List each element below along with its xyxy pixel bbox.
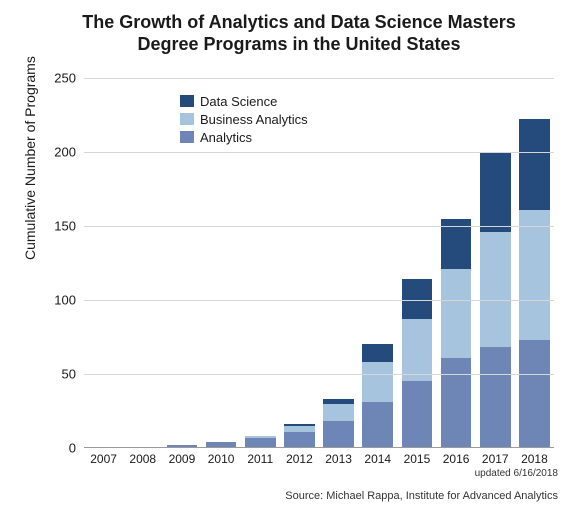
bar-segment-analytics <box>480 347 511 448</box>
bar-2016: 2016 <box>441 78 472 448</box>
bar-segment-business_analytics <box>402 319 433 381</box>
grid-line <box>84 300 554 301</box>
x-tick-label: 2008 <box>127 448 158 466</box>
bar-segment-analytics <box>323 421 354 448</box>
bar-2018: 2018 <box>519 78 550 448</box>
x-axis-line <box>84 447 554 448</box>
x-tick-label: 2007 <box>88 448 119 466</box>
x-tick-label: 2012 <box>284 448 315 466</box>
x-tick-label: 2015 <box>402 448 433 466</box>
x-tick-label: 2010 <box>206 448 237 466</box>
x-tick-label: 2011 <box>245 448 276 466</box>
x-tick-label: 2014 <box>362 448 393 466</box>
bar-segment-data_science <box>519 119 550 209</box>
grid-line <box>84 374 554 375</box>
bar-2008: 2008 <box>127 78 158 448</box>
x-tick-label: 2016 <box>441 448 472 466</box>
legend-label: Data Science <box>200 94 277 109</box>
chart-title-line2: Degree Programs in the United States <box>40 34 558 56</box>
legend-swatch <box>180 113 194 125</box>
y-tick-label: 200 <box>54 145 84 160</box>
bar-segment-analytics <box>362 402 393 448</box>
bars-container: 2007200820092010201120122013201420152016… <box>84 78 554 448</box>
bar-segment-analytics <box>284 432 315 448</box>
bar-2017: 2017 <box>480 78 511 448</box>
legend-swatch <box>180 95 194 107</box>
x-tick-label: 2013 <box>323 448 354 466</box>
legend-item-business_analytics: Business Analytics <box>180 110 308 128</box>
y-axis-label: Cumulative Number of Programs <box>22 56 38 260</box>
bar-segment-data_science <box>323 399 354 403</box>
y-tick-label: 150 <box>54 219 84 234</box>
source-text: Source: Michael Rappa, Institute for Adv… <box>285 490 558 502</box>
bar-segment-business_analytics <box>519 210 550 340</box>
bar-segment-data_science <box>480 153 511 231</box>
x-tick-label: 2018 <box>519 448 550 466</box>
bar-segment-business_analytics <box>323 404 354 422</box>
bar-2013: 2013 <box>323 78 354 448</box>
bar-segment-business_analytics <box>480 232 511 347</box>
bar-segment-business_analytics <box>245 436 276 437</box>
y-tick-label: 0 <box>69 441 84 456</box>
bar-2015: 2015 <box>402 78 433 448</box>
grid-line <box>84 226 554 227</box>
updated-text: updated 6/16/2018 <box>475 468 558 479</box>
chart-title: The Growth of Analytics and Data Science… <box>40 12 558 55</box>
grid-line <box>84 78 554 79</box>
bar-2014: 2014 <box>362 78 393 448</box>
bar-segment-business_analytics <box>362 362 393 402</box>
bar-segment-business_analytics <box>441 269 472 358</box>
legend-item-analytics: Analytics <box>180 128 308 146</box>
legend: Data Science Business Analytics Analytics <box>180 92 308 146</box>
grid-line <box>84 152 554 153</box>
bar-2007: 2007 <box>88 78 119 448</box>
plot-area: 2007200820092010201120122013201420152016… <box>84 78 554 448</box>
bar-segment-business_analytics <box>284 426 315 432</box>
chart-title-line1: The Growth of Analytics and Data Science… <box>40 12 558 34</box>
legend-label: Business Analytics <box>200 112 308 127</box>
legend-swatch <box>180 131 194 143</box>
legend-item-data_science: Data Science <box>180 92 308 110</box>
legend-label: Analytics <box>200 130 252 145</box>
y-tick-label: 250 <box>54 71 84 86</box>
bar-segment-analytics <box>441 358 472 448</box>
bar-segment-analytics <box>402 381 433 448</box>
x-tick-label: 2009 <box>167 448 198 466</box>
x-tick-label: 2017 <box>480 448 511 466</box>
y-tick-label: 100 <box>54 293 84 308</box>
bar-segment-data_science <box>284 424 315 425</box>
bar-segment-analytics <box>519 340 550 448</box>
y-tick-label: 50 <box>62 367 84 382</box>
bar-segment-data_science <box>362 344 393 362</box>
